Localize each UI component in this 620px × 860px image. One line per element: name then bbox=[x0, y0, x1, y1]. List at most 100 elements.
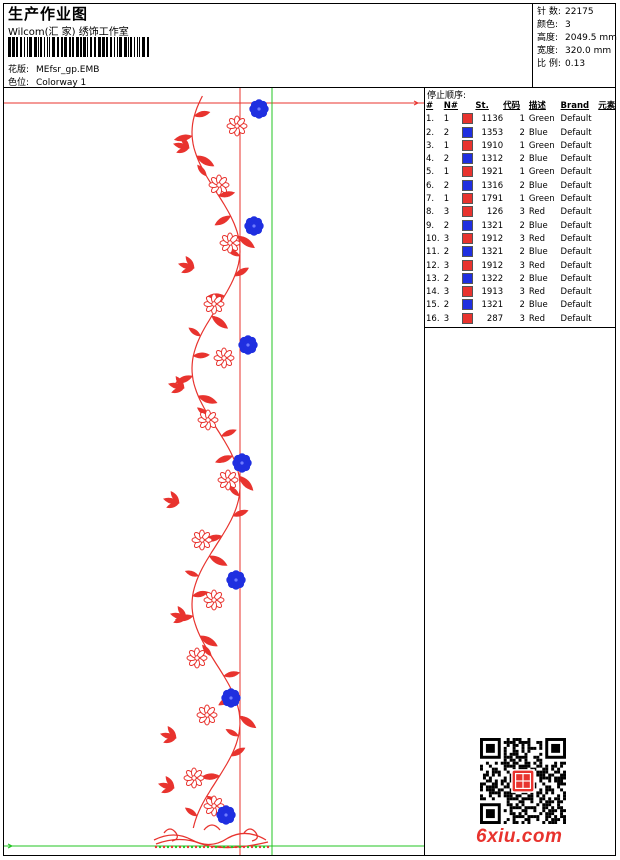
row-code: 3 bbox=[519, 260, 525, 271]
row-needle: 1 bbox=[443, 167, 450, 178]
swatch-icon bbox=[461, 232, 473, 244]
stat-row: 宽度: 320.0 mm bbox=[537, 45, 617, 58]
col-header-needle: N# bbox=[443, 101, 459, 111]
color-swatch bbox=[461, 246, 476, 259]
row-description: Blue bbox=[528, 220, 548, 231]
table-row: 12. 3 1912 3 Red Default bbox=[426, 259, 620, 273]
row-element bbox=[598, 166, 620, 179]
row-element bbox=[598, 153, 620, 166]
swatch-icon bbox=[461, 139, 473, 151]
table-row: 16. 3 287 3 Red Default bbox=[426, 312, 620, 326]
stat-value: 3 bbox=[565, 20, 571, 30]
table-row: 15. 2 1321 2 Blue Default bbox=[426, 299, 620, 312]
row-index: 9. bbox=[426, 220, 435, 231]
row-element bbox=[598, 140, 620, 153]
table-row: 9. 2 1321 2 Blue Default bbox=[426, 219, 620, 233]
row-needle: 2 bbox=[443, 247, 450, 258]
row-element bbox=[598, 206, 620, 219]
stat-label: 颜色: bbox=[537, 20, 559, 30]
design-stats: 针 数: 22175 颜色: 3 高度: 2049.5 mm 宽度: 320.0 mm 比 例:… bbox=[537, 6, 617, 71]
col-header-description: 描述 bbox=[528, 101, 546, 111]
row-brand: Default bbox=[560, 233, 592, 244]
stat-label: 高度: bbox=[537, 33, 559, 43]
row-needle: 3 bbox=[443, 313, 450, 324]
row-brand: Default bbox=[560, 207, 592, 218]
colorway-value: Colorway 1 bbox=[36, 78, 87, 88]
table-row: 11. 2 1321 2 Blue Default bbox=[426, 246, 620, 259]
row-index: 14. bbox=[426, 287, 440, 298]
studio-name: Wilcom(汇 家) 绣饰工作室 bbox=[8, 27, 129, 38]
design-file-label: 花版: bbox=[8, 65, 30, 75]
row-stitches: 1912 bbox=[481, 233, 504, 244]
swatch-icon bbox=[461, 126, 473, 138]
row-code: 3 bbox=[519, 233, 525, 244]
color-swatch bbox=[461, 286, 476, 299]
row-index: 13. bbox=[426, 273, 440, 284]
row-stitches: 1321 bbox=[481, 247, 504, 258]
row-index: 16. bbox=[426, 313, 440, 324]
table-row: 5. 1 1921 1 Green Default bbox=[426, 166, 620, 179]
row-brand: Default bbox=[560, 313, 592, 324]
col-header-stitches: St. bbox=[475, 101, 489, 111]
row-needle: 3 bbox=[443, 260, 450, 271]
row-stitches: 1921 bbox=[481, 167, 504, 178]
row-code: 2 bbox=[519, 220, 525, 231]
table-row: 8. 3 126 3 Red Default bbox=[426, 206, 620, 219]
stat-row: 高度: 2049.5 mm bbox=[537, 32, 617, 45]
color-swatch bbox=[461, 206, 476, 219]
row-index: 6. bbox=[426, 180, 435, 191]
row-index: 2. bbox=[426, 127, 435, 138]
embroidery-design-preview bbox=[4, 88, 424, 855]
row-element bbox=[598, 260, 620, 273]
color-swatch bbox=[461, 272, 476, 286]
page-title: 生产作业图 bbox=[8, 5, 89, 23]
row-brand: Default bbox=[560, 180, 592, 191]
row-description: Blue bbox=[528, 247, 548, 258]
row-brand: Default bbox=[560, 140, 592, 151]
row-element bbox=[598, 180, 620, 193]
table-row: 6. 2 1316 2 Blue Default bbox=[426, 179, 620, 193]
row-code: 2 bbox=[519, 180, 525, 191]
row-code: 1 bbox=[519, 167, 525, 178]
col-header-code: 代码 bbox=[503, 101, 521, 111]
row-brand: Default bbox=[560, 220, 592, 231]
row-description: Red bbox=[528, 207, 546, 218]
row-brand: Default bbox=[560, 154, 592, 165]
swatch-icon bbox=[461, 153, 473, 165]
row-description: Red bbox=[528, 287, 546, 298]
row-description: Blue bbox=[528, 154, 548, 165]
stat-row: 颜色: 3 bbox=[537, 19, 617, 32]
row-element bbox=[598, 127, 620, 140]
row-brand: Default bbox=[560, 273, 592, 284]
stats-divider bbox=[532, 3, 533, 87]
row-needle: 1 bbox=[443, 194, 450, 205]
row-needle: 2 bbox=[443, 180, 450, 191]
swatch-icon bbox=[461, 113, 473, 125]
table-row: 13. 2 1322 2 Blue Default bbox=[426, 272, 620, 286]
qr-code-icon bbox=[480, 738, 566, 824]
row-brand: Default bbox=[560, 194, 592, 205]
row-description: Blue bbox=[528, 300, 548, 311]
row-description: Green bbox=[528, 194, 555, 205]
row-needle: 3 bbox=[443, 233, 450, 244]
row-needle: 2 bbox=[443, 273, 450, 284]
col-header-index: # bbox=[426, 101, 434, 111]
row-element bbox=[598, 233, 620, 246]
row-index: 4. bbox=[426, 154, 435, 165]
row-code: 1 bbox=[519, 194, 525, 205]
row-brand: Default bbox=[560, 167, 592, 178]
stop-sequence-title: 停止顺序: bbox=[427, 91, 467, 101]
row-code: 2 bbox=[519, 300, 525, 311]
row-stitches: 1321 bbox=[481, 300, 504, 311]
row-description: Green bbox=[528, 114, 555, 125]
row-code: 3 bbox=[519, 313, 525, 324]
row-index: 1. bbox=[426, 114, 435, 125]
row-brand: Default bbox=[560, 300, 592, 311]
row-brand: Default bbox=[560, 260, 592, 271]
stat-label: 针 数: bbox=[537, 7, 561, 17]
row-stitches: 126 bbox=[486, 207, 504, 218]
color-swatch bbox=[461, 193, 476, 206]
colorway-row: 色位: Colorway 1 bbox=[8, 75, 86, 88]
color-swatch bbox=[461, 179, 476, 193]
swatch-icon bbox=[461, 272, 473, 284]
